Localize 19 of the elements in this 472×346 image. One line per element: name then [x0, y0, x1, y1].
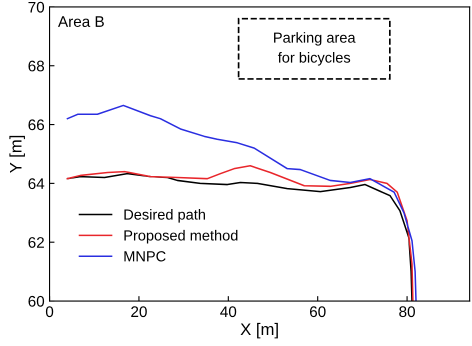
x-tick-label: 80 [399, 306, 415, 318]
y-tick-label: 64 [28, 178, 44, 190]
y-tick-label: 60 [28, 296, 44, 307]
x-tick-label: 20 [131, 306, 147, 318]
x-tick-label: 40 [220, 306, 236, 318]
y-axis-title: Y [m] [9, 136, 25, 173]
legend-label: Proposed method [124, 230, 238, 244]
x-tick-label: 0 [46, 306, 54, 318]
y-tick-label: 68 [28, 60, 44, 72]
y-tick-label: 70 [28, 2, 44, 13]
annotation: Area B [58, 16, 104, 27]
line-series [66, 104, 417, 302]
y-tick-label: 62 [28, 237, 44, 248]
x-tick-label: 60 [310, 306, 326, 318]
x-axis-title: X [m] [240, 322, 278, 338]
legend-label: MNPC [124, 251, 166, 262]
annotation: Parking area for bicycles [274, 32, 356, 66]
legend-label: Desired path [124, 209, 205, 223]
y-tick-label: 66 [28, 119, 44, 130]
